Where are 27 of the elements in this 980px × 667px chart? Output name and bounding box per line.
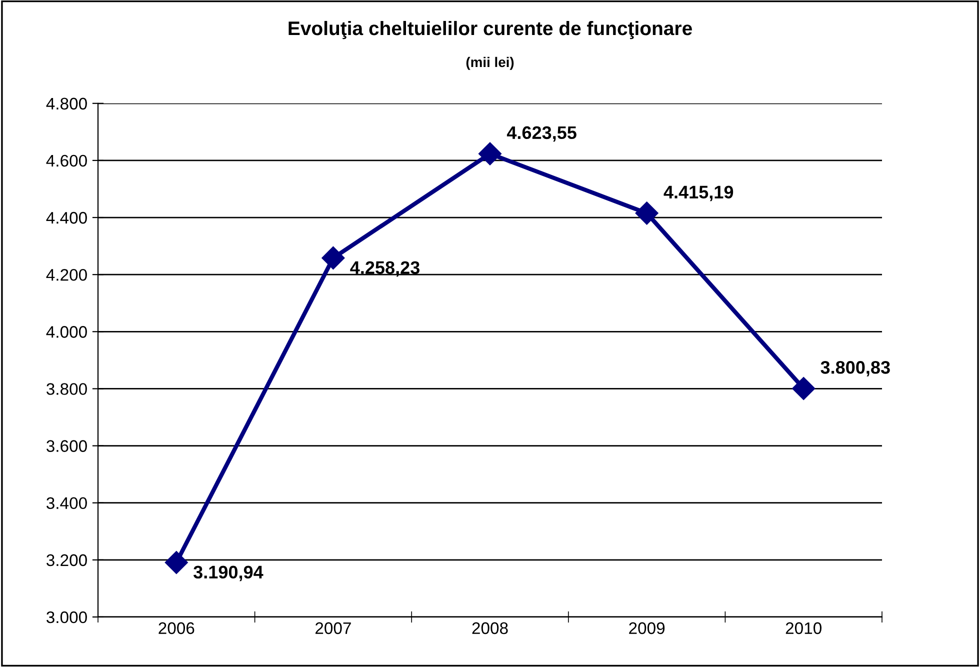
data-label: 4.623,55: [506, 126, 576, 142]
y-tick-label: 4.800: [46, 98, 87, 110]
y-tick-label: 3.200: [46, 554, 87, 566]
data-label: 3.190,94: [193, 566, 264, 582]
y-tick-label: 3.000: [46, 611, 87, 624]
y-tick-label: 4.200: [46, 268, 87, 281]
x-tick-label: 2006: [158, 622, 194, 634]
y-tick-label: 3.800: [46, 383, 87, 395]
data-label: 4.415,19: [664, 186, 734, 202]
point: [164, 550, 188, 574]
y-tick-label: 4.400: [46, 212, 87, 224]
point: [635, 202, 658, 225]
point: [792, 376, 816, 400]
x-tick-label: 2010: [786, 622, 822, 634]
y-tick-label: 3.600: [46, 440, 87, 452]
y-tick-label: 3.400: [46, 497, 87, 510]
x-tick-label: 2007: [316, 622, 351, 634]
point: [322, 246, 345, 270]
x-tick-label: 2009: [629, 622, 665, 634]
y-tick-label: 4.000: [46, 326, 87, 338]
point: [478, 142, 502, 166]
chart-title: Evoluţia cheltuielilor curente de funcţionare: [288, 20, 692, 40]
x-tick-label: 2008: [472, 622, 508, 634]
data-label: 4.258,23: [350, 261, 420, 277]
chart-subtitle: (mii lei): [466, 56, 514, 70]
data-label: 3.800,83: [820, 361, 890, 376]
y-tick-label: 4.600: [46, 154, 87, 167]
